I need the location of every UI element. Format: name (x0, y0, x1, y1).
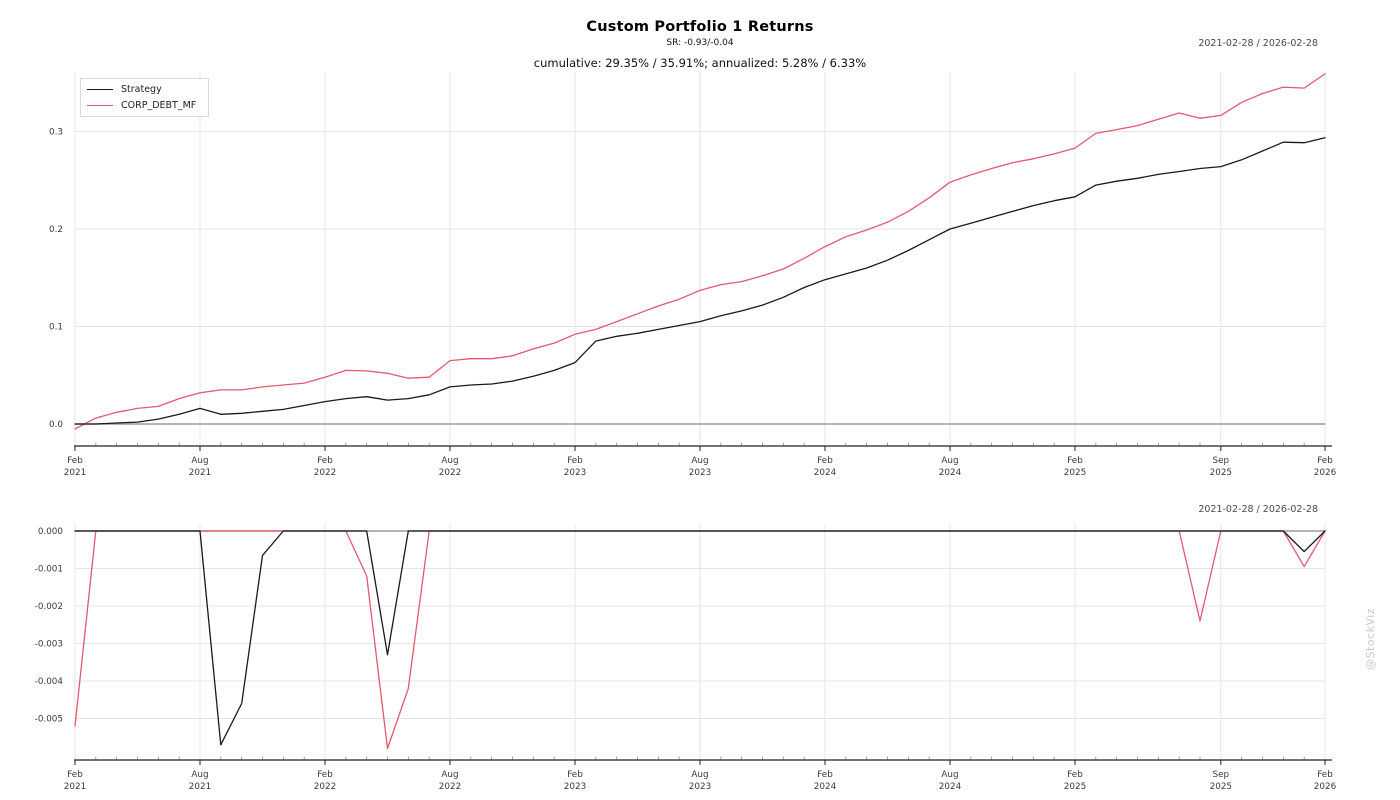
svg-text:Aug: Aug (941, 456, 958, 466)
svg-text:Aug: Aug (441, 456, 458, 466)
svg-text:Feb: Feb (1067, 770, 1083, 780)
legend-label-strategy: Strategy (121, 84, 162, 95)
sharpe-ratio-subtitle: SR: -0.93/-0.04 (666, 38, 734, 48)
svg-text:Feb: Feb (317, 770, 333, 780)
svg-text:2024: 2024 (814, 782, 837, 792)
legend-line-corp-debt-mf-icon (87, 105, 113, 106)
svg-text:0.1: 0.1 (49, 323, 63, 333)
svg-text:Sep: Sep (1213, 456, 1230, 466)
svg-text:Aug: Aug (691, 770, 708, 780)
stockviz-watermark: @StockViz (1364, 607, 1377, 670)
svg-text:Aug: Aug (691, 456, 708, 466)
svg-text:Sep: Sep (1213, 770, 1230, 780)
returns-series-CORP_DEBT_MF (74, 73, 1326, 430)
svg-text:2023: 2023 (564, 782, 586, 792)
svg-text:2022: 2022 (314, 782, 336, 792)
drawdown-chart: 0.000 -0.001 -0.002 -0.003 -0.004 -0.005 Feb 20… (35, 524, 1337, 792)
svg-text:Feb: Feb (67, 456, 83, 466)
date-range-top: 2021-02-28 / 2026-02-28 (1198, 38, 1318, 49)
svg-text:2021: 2021 (64, 782, 86, 792)
svg-text:2026: 2026 (1314, 468, 1337, 478)
svg-text:Aug: Aug (191, 456, 208, 466)
legend-label-corp-debt-mf: CORP_DEBT_MF (121, 100, 197, 111)
svg-text:2025: 2025 (1210, 782, 1232, 792)
svg-text:2023: 2023 (689, 782, 711, 792)
returns-series-Strategy (74, 137, 1326, 425)
drawdown-gridlines (74, 524, 1326, 759)
svg-text:2021: 2021 (64, 468, 86, 478)
drawdown-y-tick-labels: 0.000 -0.001 -0.002 -0.003 -0.004 -0.005 (35, 527, 64, 725)
svg-text:2025: 2025 (1210, 468, 1232, 478)
drawdown-series-Strategy (74, 530, 1326, 746)
svg-text:2021: 2021 (189, 468, 211, 478)
svg-text:-0.003: -0.003 (35, 640, 63, 650)
legend-row-corp-debt-mf: CORP_DEBT_MF (87, 99, 196, 112)
svg-text:2022: 2022 (314, 468, 336, 478)
svg-text:2022: 2022 (439, 782, 461, 792)
svg-text:2024: 2024 (939, 782, 962, 792)
svg-text:-0.002: -0.002 (35, 602, 63, 612)
returns-x-axis: Feb 2021 Aug 2021 Feb 2022 Aug 2022 Feb 2023 Aug 20… (64, 442, 1337, 478)
svg-text:Feb: Feb (567, 770, 583, 780)
svg-text:-0.004: -0.004 (35, 677, 64, 687)
svg-text:Aug: Aug (441, 770, 458, 780)
date-range-bottom: 2021-02-28 / 2026-02-28 (1198, 504, 1318, 515)
svg-text:0.0: 0.0 (49, 420, 63, 430)
returns-chart: 0.0 0.1 0.2 0.3 Feb 2021 Aug 2021 Feb 2022 Aug 2022… (49, 72, 1337, 478)
svg-text:2023: 2023 (564, 468, 586, 478)
svg-text:Feb: Feb (1067, 456, 1083, 466)
returns-gridlines (74, 72, 1326, 445)
svg-text:2023: 2023 (689, 468, 711, 478)
legend-row-strategy: Strategy (87, 83, 196, 96)
svg-text:2022: 2022 (439, 468, 461, 478)
page-title: Custom Portfolio 1 Returns (586, 19, 814, 35)
svg-text:2024: 2024 (939, 468, 962, 478)
cumulative-returns-subtitle: cumulative: 29.35% / 35.91%; annualized:… (533, 56, 867, 70)
svg-text:2021: 2021 (189, 782, 211, 792)
svg-text:Feb: Feb (1317, 770, 1333, 780)
svg-text:Feb: Feb (317, 456, 333, 466)
svg-text:Aug: Aug (941, 770, 958, 780)
svg-text:0.000: 0.000 (38, 527, 64, 537)
returns-y-tick-labels: 0.0 0.1 0.2 0.3 (49, 128, 63, 431)
svg-text:Feb: Feb (817, 770, 833, 780)
svg-text:-0.001: -0.001 (35, 565, 63, 575)
svg-text:2025: 2025 (1064, 782, 1086, 792)
svg-text:Aug: Aug (191, 770, 208, 780)
svg-text:2024: 2024 (814, 468, 837, 478)
legend: Strategy CORP_DEBT_MF (80, 78, 210, 117)
svg-text:Feb: Feb (817, 456, 833, 466)
svg-text:Feb: Feb (1317, 456, 1333, 466)
svg-text:-0.005: -0.005 (35, 715, 63, 725)
svg-text:2026: 2026 (1314, 782, 1337, 792)
legend-line-strategy-icon (87, 89, 113, 90)
drawdown-x-axis: Feb 2021 Aug 2021 Feb 2022 Aug 2022 Feb 2023 Aug 20… (64, 756, 1337, 792)
svg-text:Feb: Feb (67, 770, 83, 780)
svg-text:2025: 2025 (1064, 468, 1086, 478)
svg-text:0.3: 0.3 (49, 128, 63, 138)
svg-text:Feb: Feb (567, 456, 583, 466)
svg-text:0.2: 0.2 (49, 225, 63, 235)
